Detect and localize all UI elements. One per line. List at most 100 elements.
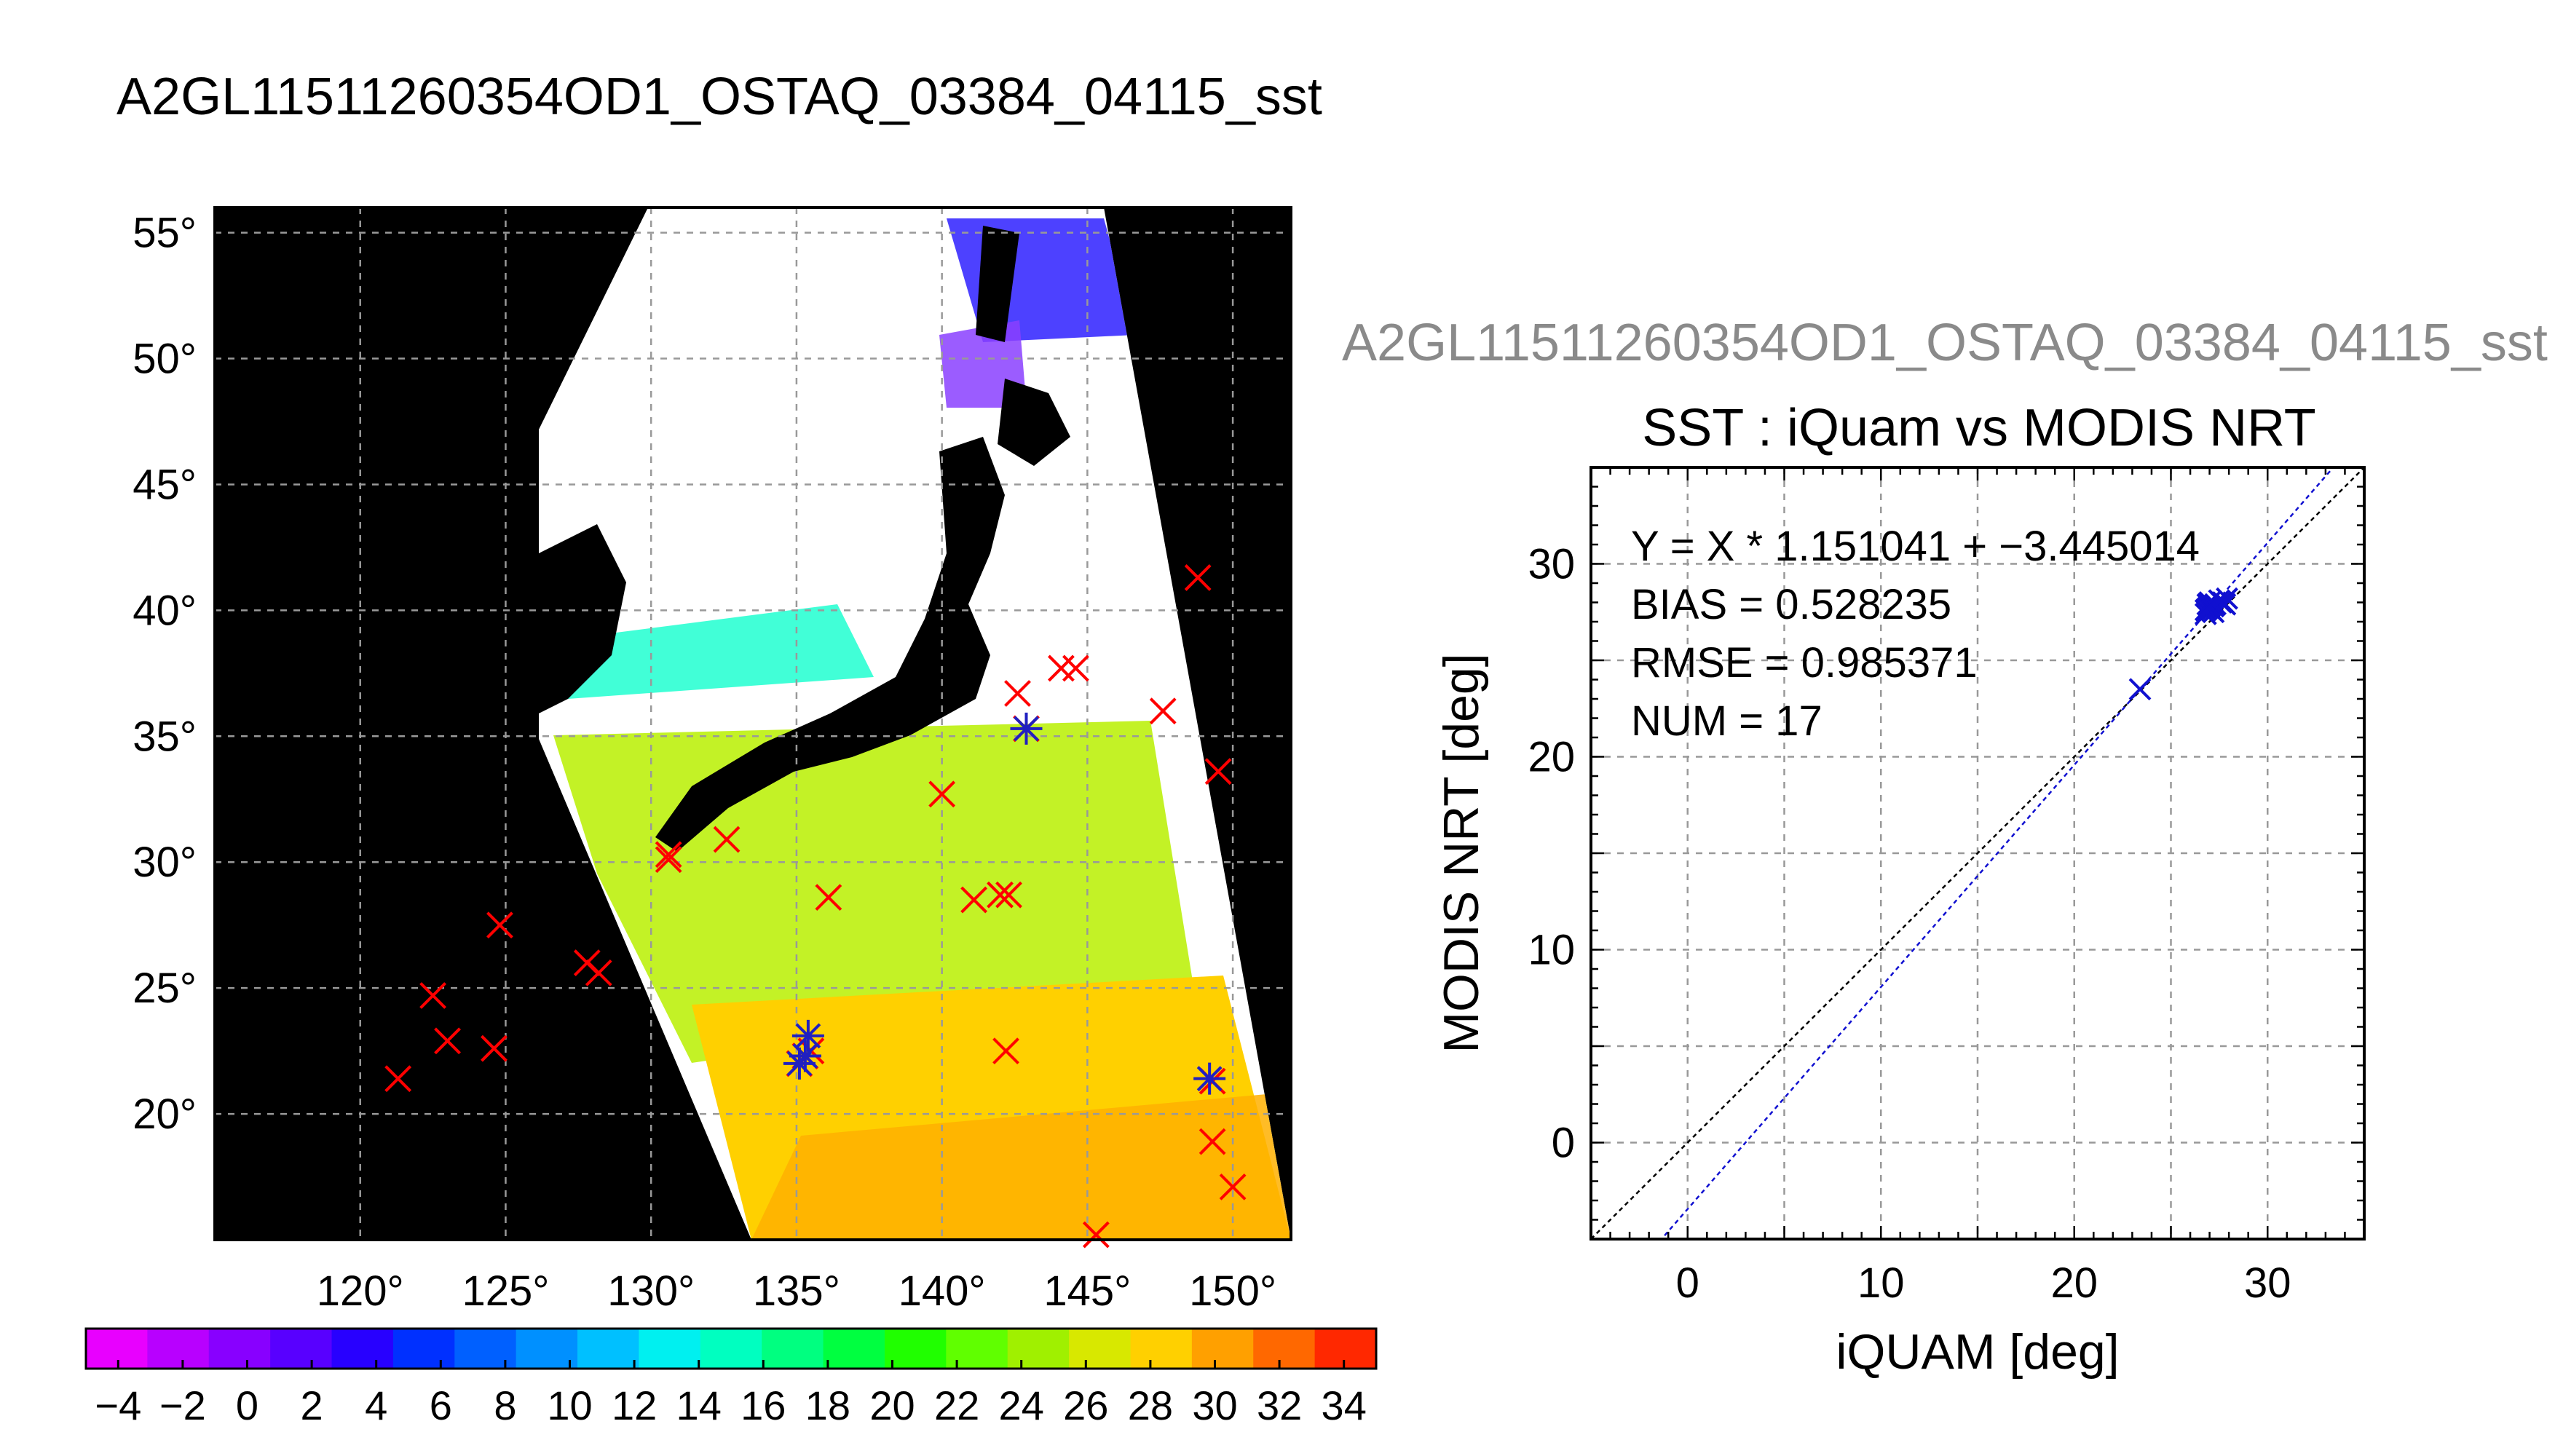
colorbar-swatch bbox=[884, 1329, 947, 1369]
colorbar-tick-label: 14 bbox=[676, 1382, 722, 1428]
scatter-subtitle: SST : iQuam vs MODIS NRT bbox=[1642, 399, 2316, 457]
colorbar: −4 −2 0 2 4 6 8 10 12 14 16 18 20 22 24 26 28 30 32 34 bbox=[84, 1327, 1378, 1428]
red-marker bbox=[1004, 680, 1031, 707]
red-marker bbox=[1062, 654, 1089, 682]
map-lat-tick-label: 45° bbox=[133, 461, 197, 508]
red-marker bbox=[481, 1034, 508, 1062]
map-lat-tick-label: 30° bbox=[133, 839, 197, 886]
sst-cyan-band bbox=[553, 604, 874, 699]
colorbar-tick-label: 4 bbox=[365, 1382, 387, 1428]
scatter-x-tick-label: 30 bbox=[2244, 1259, 2291, 1307]
colorbar-swatch bbox=[1069, 1329, 1131, 1369]
scatter-annotation: NUM = 17 bbox=[1631, 697, 1823, 745]
red-marker bbox=[486, 911, 513, 939]
red-marker bbox=[1184, 563, 1212, 591]
main-title: A2GL11511260354OD1_OSTAQ_03384_04115_sst bbox=[117, 68, 1322, 126]
scatter-x-tick-label: 10 bbox=[1857, 1259, 1905, 1307]
scatter-y-tick-label: 30 bbox=[1528, 541, 1575, 588]
map-lon-tick-label: 135° bbox=[753, 1267, 840, 1315]
colorbar-swatch bbox=[946, 1329, 1008, 1369]
map-lat-tick-label: 35° bbox=[133, 713, 197, 760]
colorbar-tick-label: 26 bbox=[1063, 1382, 1108, 1428]
red-marker bbox=[434, 1027, 461, 1055]
scatter-x-tick-label: 0 bbox=[1676, 1259, 1699, 1307]
scatter-ticks: 0 10 20 30 0 10 20 30 bbox=[1528, 466, 2366, 1307]
colorbar-tick-label: 28 bbox=[1128, 1382, 1173, 1428]
map-lon-tick-label: 120° bbox=[317, 1267, 404, 1315]
colorbar-tick-label: 12 bbox=[612, 1382, 657, 1428]
scatter-title: A2GL11511260354OD1_OSTAQ_03384_04115_sst bbox=[1342, 314, 2548, 372]
sakhalin-land bbox=[976, 226, 1019, 342]
scatter-annotation: RMSE = 0.985371 bbox=[1631, 639, 1978, 687]
red-marker bbox=[987, 881, 1014, 909]
scatter-point bbox=[2198, 595, 2222, 618]
map-lon-tick-label: 145° bbox=[1043, 1267, 1131, 1315]
hokkaido-land bbox=[998, 379, 1070, 466]
colorbar-tick-label: 16 bbox=[741, 1382, 786, 1428]
colorbar-tick-label: 2 bbox=[301, 1382, 323, 1428]
map-lon-tick-label: 130° bbox=[607, 1267, 695, 1315]
colorbar-swatch bbox=[1130, 1329, 1193, 1369]
red-marker bbox=[815, 884, 842, 911]
map-lat-tick-label: 40° bbox=[133, 587, 197, 634]
red-marker bbox=[1204, 758, 1232, 786]
map-lon-tick-label: 140° bbox=[899, 1267, 986, 1315]
scatter-y-tick-label: 0 bbox=[1552, 1120, 1575, 1167]
map-frame bbox=[213, 206, 1292, 1241]
scatter-y-tick-label: 10 bbox=[1528, 927, 1575, 974]
colorbar-swatch bbox=[86, 1329, 148, 1369]
korea-land bbox=[539, 524, 626, 713]
colorbar-swatch bbox=[147, 1329, 210, 1369]
colorbar-swatch bbox=[454, 1329, 517, 1369]
scatter-annotation: Y = X * 1.151041 + −3.445014 bbox=[1631, 523, 2200, 570]
scatter-point bbox=[2128, 678, 2152, 701]
scatter-grid bbox=[1591, 467, 2364, 1239]
colorbar-swatch bbox=[270, 1329, 333, 1369]
colorbar-tick-label: −4 bbox=[95, 1382, 141, 1428]
blue-marker bbox=[792, 1043, 818, 1069]
colorbar-tick-label: 32 bbox=[1257, 1382, 1302, 1428]
scatter-ylabel: MODIS NRT [deg] bbox=[1434, 653, 1489, 1053]
red-marker bbox=[655, 841, 682, 869]
colorbar-tick-label: 18 bbox=[805, 1382, 850, 1428]
colorbar-swatch bbox=[208, 1329, 271, 1369]
colorbar-swatch bbox=[762, 1329, 824, 1369]
scatter-annotations: Y = X * 1.151041 + −3.445014 BIAS = 0.528… bbox=[1631, 523, 2200, 745]
red-marker bbox=[1219, 1173, 1247, 1200]
colorbar-swatch bbox=[700, 1329, 762, 1369]
scatter-x-tick-label: 20 bbox=[2050, 1259, 2098, 1307]
colorbar-swatch bbox=[639, 1329, 701, 1369]
red-marker bbox=[655, 846, 682, 874]
red-marker bbox=[928, 780, 956, 808]
red-marker bbox=[1198, 1128, 1226, 1155]
scatter-y-tick-label: 20 bbox=[1528, 734, 1575, 781]
colorbar-swatch bbox=[823, 1329, 885, 1369]
colorbar-frame bbox=[84, 1327, 1378, 1370]
scatter-annotation: BIAS = 0.528235 bbox=[1631, 581, 1951, 628]
map-markers bbox=[384, 563, 1247, 1249]
scatter-points bbox=[2128, 587, 2238, 701]
colorbar-tick-label: 24 bbox=[999, 1382, 1044, 1428]
sst-orange-band bbox=[751, 1092, 1291, 1240]
blue-marker bbox=[1196, 1066, 1223, 1092]
blue-marker bbox=[795, 1023, 821, 1049]
red-marker bbox=[960, 886, 988, 914]
map-lat-tick-label: 55° bbox=[133, 210, 197, 257]
map-lon-tick-label: 150° bbox=[1189, 1267, 1276, 1315]
colorbar-tick-label: 6 bbox=[430, 1382, 452, 1428]
red-marker bbox=[995, 881, 1022, 909]
identity-line bbox=[1591, 467, 2364, 1239]
red-marker bbox=[1082, 1221, 1110, 1249]
colorbar-tick-label: 8 bbox=[494, 1382, 516, 1428]
red-marker bbox=[384, 1065, 412, 1093]
red-marker bbox=[992, 1037, 1019, 1065]
colorbar-swatch bbox=[1253, 1329, 1316, 1369]
map-grid bbox=[215, 207, 1291, 1240]
colorbar-tick-label: −2 bbox=[159, 1382, 206, 1428]
colorbar-swatch bbox=[1314, 1329, 1377, 1369]
colorbar-swatch bbox=[392, 1329, 455, 1369]
map-lat-tick-label: 50° bbox=[133, 336, 197, 383]
red-marker bbox=[419, 982, 447, 1009]
colorbar-tick-label: 10 bbox=[547, 1382, 592, 1428]
